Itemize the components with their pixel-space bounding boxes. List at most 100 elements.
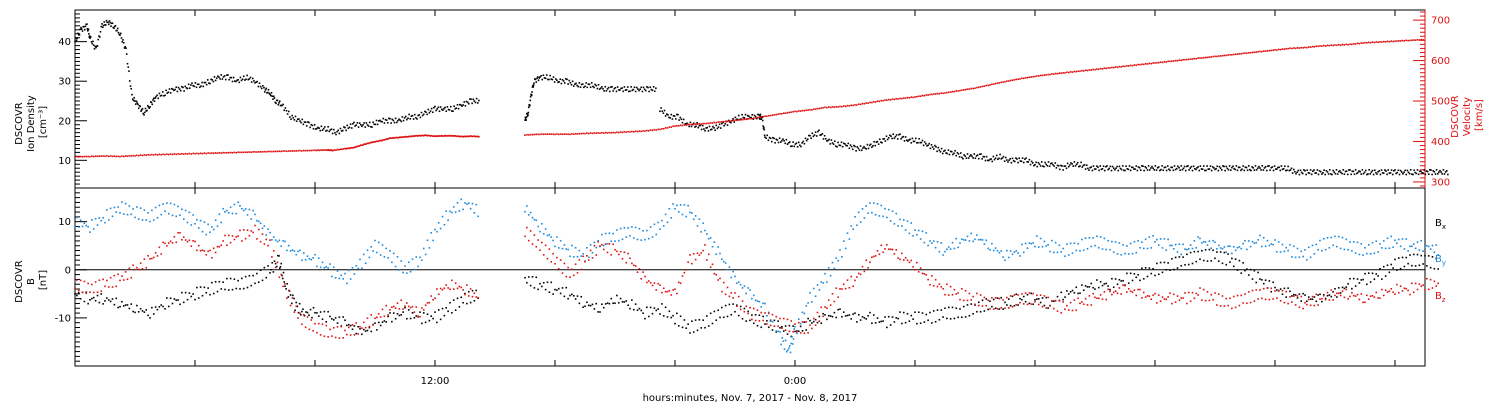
data-point (464, 104, 467, 107)
data-point (152, 154, 155, 156)
data-point (897, 98, 899, 100)
data-point (1377, 171, 1379, 173)
data-point (1371, 169, 1374, 172)
data-point (717, 126, 720, 128)
data-point (1243, 169, 1246, 172)
data-point (692, 122, 695, 125)
data-point (246, 151, 249, 154)
data-point (1317, 248, 1319, 251)
data-point (1401, 238, 1404, 240)
data-point (670, 113, 673, 116)
data-point (646, 281, 648, 284)
data-point (1396, 171, 1399, 174)
data-point (1254, 165, 1257, 167)
data-point (1090, 282, 1093, 285)
data-point (1313, 46, 1316, 48)
data-point (301, 310, 303, 313)
data-point (1206, 291, 1209, 293)
data-point (331, 132, 334, 135)
data-point (1253, 269, 1256, 272)
data-point (811, 322, 813, 324)
data-point (284, 283, 286, 285)
data-point (455, 135, 458, 138)
data-point (1309, 46, 1312, 49)
data-point (111, 215, 114, 218)
data-point (1133, 273, 1136, 275)
data-point (550, 281, 553, 284)
data-point (269, 231, 271, 234)
data-point (109, 300, 112, 303)
data-point (891, 210, 894, 213)
data-point (1163, 261, 1166, 264)
data-point (622, 90, 625, 93)
data-point (1000, 250, 1003, 252)
data-point (1066, 162, 1069, 165)
data-point (338, 316, 341, 318)
data-point (1096, 235, 1098, 238)
data-point (991, 297, 993, 299)
data-point (1006, 80, 1008, 82)
data-point (781, 139, 783, 142)
data-point (94, 45, 97, 48)
data-point (222, 76, 225, 78)
data-point (475, 135, 478, 138)
data-point (94, 155, 97, 157)
data-point (286, 282, 289, 285)
data-point (143, 258, 146, 260)
data-point (1341, 290, 1344, 292)
data-point (554, 133, 556, 136)
data-point (962, 305, 965, 308)
data-point (80, 28, 83, 31)
data-point (1142, 165, 1144, 168)
data-point (1252, 167, 1255, 169)
data-point (99, 30, 102, 33)
data-point (983, 243, 986, 245)
data-point (1202, 288, 1205, 291)
data-point (550, 236, 553, 238)
data-point (1297, 169, 1300, 172)
data-point (1289, 243, 1291, 246)
data-point (372, 141, 374, 143)
data-point (141, 268, 144, 270)
data-point (278, 150, 281, 153)
data-point (338, 277, 341, 280)
data-point (1112, 291, 1115, 294)
data-point (1302, 255, 1304, 258)
data-point (733, 121, 736, 123)
data-point (953, 152, 955, 155)
data-point (133, 96, 136, 99)
data-point (1375, 41, 1378, 43)
data-point (1150, 298, 1153, 301)
data-point (1171, 60, 1173, 62)
data-point (692, 123, 695, 126)
data-point (1371, 41, 1374, 43)
data-point (377, 312, 380, 315)
data-point (1330, 295, 1333, 298)
data-point (616, 294, 618, 297)
data-point (1260, 169, 1262, 171)
data-point (965, 157, 968, 159)
data-point (1093, 168, 1096, 170)
data-point (239, 76, 242, 79)
data-point (1036, 235, 1038, 237)
data-point (1388, 172, 1391, 174)
data-point (229, 151, 232, 154)
data-point (552, 133, 554, 136)
data-point (857, 103, 860, 106)
data-point (1131, 279, 1134, 282)
data-point (397, 136, 399, 139)
data-point (121, 40, 124, 43)
data-point (979, 310, 982, 313)
data-point (1198, 169, 1201, 172)
data-point (156, 308, 159, 311)
data-point (1413, 169, 1415, 172)
data-point (373, 140, 376, 143)
data-point (1108, 167, 1111, 170)
data-point (595, 246, 598, 249)
data-point (181, 291, 183, 294)
data-point (1261, 245, 1263, 248)
data-point (293, 297, 295, 300)
data-point (124, 45, 127, 48)
data-point (916, 142, 918, 144)
data-point (778, 137, 781, 139)
